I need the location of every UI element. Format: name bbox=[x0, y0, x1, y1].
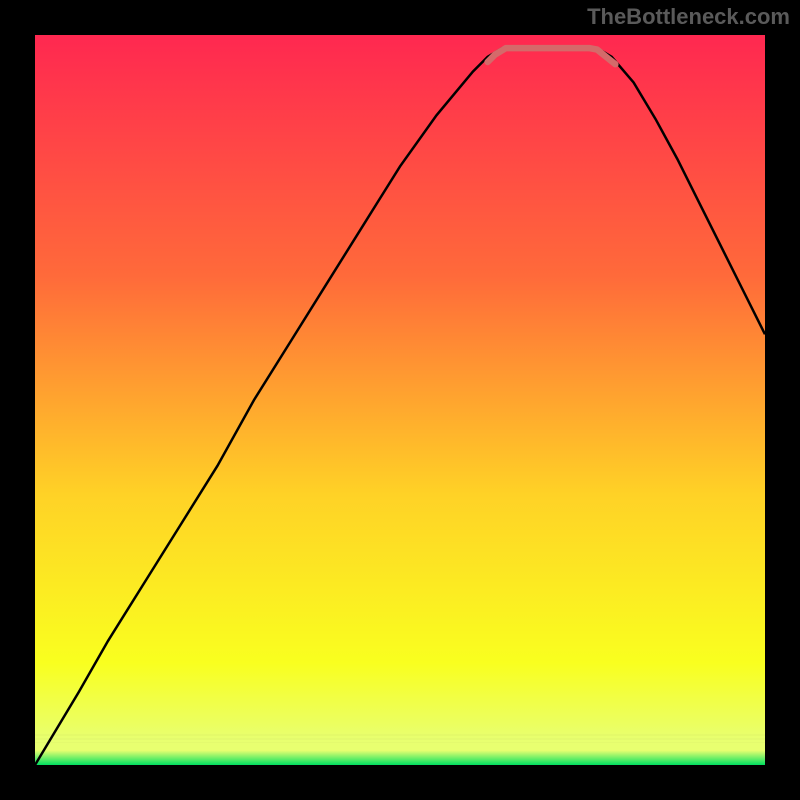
curve-line bbox=[35, 48, 765, 765]
optimal-range-marker bbox=[488, 48, 616, 64]
bottleneck-curve bbox=[35, 35, 765, 765]
chart-container: TheBottleneck.com bbox=[0, 0, 800, 800]
watermark-text: TheBottleneck.com bbox=[587, 4, 790, 30]
plot-area bbox=[35, 35, 765, 765]
